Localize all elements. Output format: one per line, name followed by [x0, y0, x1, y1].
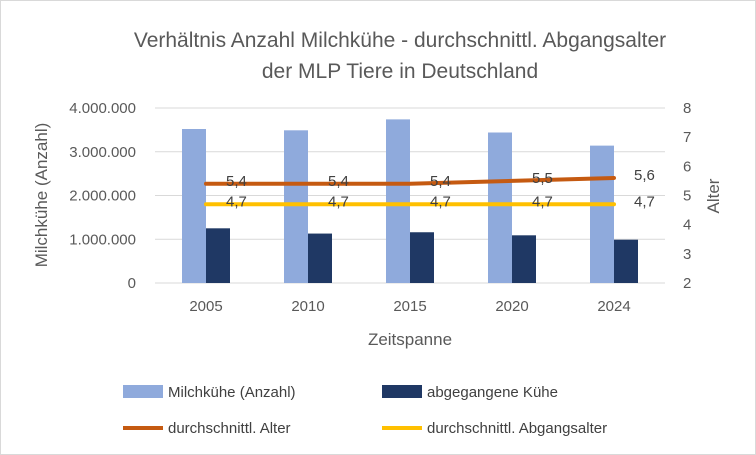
y2-tick-label: 6 [683, 158, 691, 175]
data-label-alter: 5,5 [532, 170, 553, 187]
y2-axis-ticks: 2 3 4 5 6 7 8 [683, 100, 691, 292]
data-label-abgangsalter: 4,7 [532, 193, 553, 210]
y2-tick-label: 3 [683, 246, 691, 263]
data-label-abgangsalter: 4,7 [226, 193, 247, 210]
x-tick-label: 2010 [291, 298, 324, 315]
bar-milchkuehe [182, 129, 206, 283]
chart-title-line-2: der MLP Tiere in Deutschland [262, 60, 538, 83]
y2-tick-label: 5 [683, 188, 691, 205]
x-tick-label: 2005 [189, 298, 222, 315]
x-tick-label: 2015 [393, 298, 426, 315]
bar-abgegangene [614, 239, 638, 283]
bar-abgegangene [206, 228, 230, 283]
bar-abgegangene [410, 232, 434, 283]
legend-swatch-milchkuehe [123, 385, 163, 398]
data-label-abgangsalter: 4,7 [430, 193, 451, 210]
x-axis-ticks: 2005 2010 2015 2020 2024 [189, 298, 630, 315]
y-tick-label: 0 [128, 275, 136, 292]
legend-label-milchkuehe: Milchkühe (Anzahl) [168, 384, 296, 401]
legend-swatch-abgegangene [382, 385, 422, 398]
y-axis-title: Milchkühe (Anzahl) [32, 123, 51, 268]
data-label-abgangsalter: 4,7 [328, 193, 349, 210]
y2-axis-title: Alter [704, 178, 723, 213]
lines [204, 176, 616, 207]
data-label-alter: 5,4 [328, 173, 349, 190]
legend-label-abgangsalter: durchschnittl. Abgangsalter [427, 420, 607, 437]
data-label-alter: 5,4 [430, 173, 451, 190]
legend: Milchkühe (Anzahl) abgegangene Kühe durc… [123, 384, 607, 437]
data-label-abgangsalter: 4,7 [634, 193, 655, 210]
data-labels: 5,4 5,4 5,4 5,5 5,6 4,7 4,7 4,7 4,7 4,7 [226, 167, 655, 210]
y-tick-label: 1.000.000 [69, 231, 136, 248]
y-axis-ticks: 0 1.000.000 2.000.000 3.000.000 4.000.000 [69, 100, 136, 292]
chart-title-line-1: Verhältnis Anzahl Milchkühe - durchschni… [134, 29, 666, 52]
bar-abgegangene [512, 235, 536, 283]
y-tick-label: 4.000.000 [69, 100, 136, 117]
y2-tick-label: 7 [683, 129, 691, 146]
y2-tick-label: 2 [683, 275, 691, 292]
data-label-alter: 5,6 [634, 167, 655, 184]
line-alter [204, 176, 616, 186]
bar-abgegangene [308, 233, 332, 283]
y-tick-label: 3.000.000 [69, 144, 136, 161]
x-tick-label: 2020 [495, 298, 528, 315]
x-tick-label: 2024 [597, 298, 630, 315]
x-axis-title: Zeitspanne [368, 330, 452, 349]
bar-milchkuehe [488, 132, 512, 283]
y2-tick-label: 8 [683, 100, 691, 117]
legend-label-abgegangene: abgegangene Kühe [427, 384, 558, 401]
bar-milchkuehe [386, 119, 410, 283]
y-tick-label: 2.000.000 [69, 188, 136, 205]
bars [182, 119, 638, 283]
legend-label-alter: durchschnittl. Alter [168, 420, 291, 437]
bar-milchkuehe [284, 130, 308, 283]
data-label-alter: 5,4 [226, 173, 247, 190]
y2-tick-label: 4 [683, 217, 691, 234]
bar-milchkuehe [590, 145, 614, 283]
